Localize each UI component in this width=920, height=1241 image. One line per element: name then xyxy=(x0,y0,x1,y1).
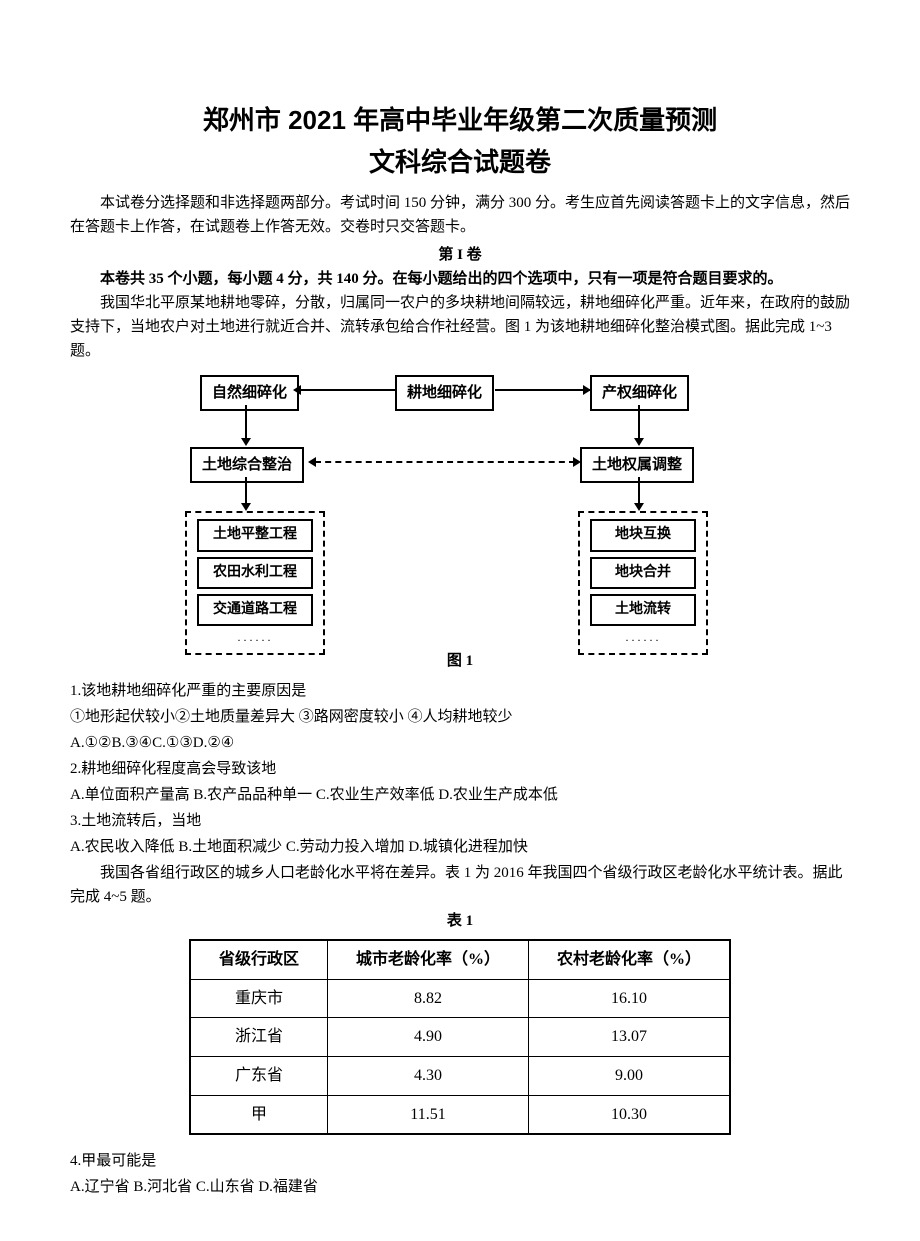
fc-group-left-item: 农田水利工程 xyxy=(197,557,313,589)
fc-arrowhead xyxy=(634,503,644,511)
table-row: 浙江省 4.90 13.07 xyxy=(190,1018,730,1057)
q3-options: A.农民收入降低 B.土地面积减少 C.劳动力投入增加 D.城镇化进程加快 xyxy=(70,835,850,859)
fc-arrowhead xyxy=(308,457,316,467)
table-cell: 8.82 xyxy=(327,979,528,1018)
table-1: 省级行政区 城市老龄化率（%） 农村老龄化率（%） 重庆市 8.82 16.10… xyxy=(70,939,850,1135)
table-cell: 4.90 xyxy=(327,1018,528,1057)
fc-edge xyxy=(638,405,640,440)
table-cell: 重庆市 xyxy=(190,979,328,1018)
fc-node-top-mid: 耕地细碎化 xyxy=(395,375,494,411)
q1-choices-line: ①地形起伏较小②土地质量差异大 ③路网密度较小 ④人均耕地较少 xyxy=(70,705,850,729)
page-title-sub: 文科综合试题卷 xyxy=(70,142,850,184)
passage-1: 我国华北平原某地耕地零碎，分散，归属同一农户的多块耕地间隔较远，耕地细碎化严重。… xyxy=(70,291,850,363)
fc-group-right-item: 地块互换 xyxy=(590,519,696,551)
q2-stem: 2.耕地细碎化程度高会导致该地 xyxy=(70,757,850,781)
q4-options: A.辽宁省 B.河北省 C.山东省 D.福建省 xyxy=(70,1175,850,1199)
table-cell: 16.10 xyxy=(529,979,731,1018)
fc-group-left: 土地平整工程 农田水利工程 交通道路工程 ······ xyxy=(185,511,325,654)
fc-arrowhead xyxy=(241,503,251,511)
q2-options: A.单位面积产量高 B.农产品品种单一 C.农业生产效率低 D.农业生产成本低 xyxy=(70,783,850,807)
fc-edge xyxy=(495,389,590,391)
figure-1: 自然细碎化 耕地细碎化 产权细碎化 土地综合整治 土地权属调整 土地平整工程 农… xyxy=(70,375,850,643)
flowchart: 自然细碎化 耕地细碎化 产权细碎化 土地综合整治 土地权属调整 土地平整工程 农… xyxy=(180,375,740,635)
fc-edge xyxy=(300,389,395,391)
q3-stem: 3.土地流转后，当地 xyxy=(70,809,850,833)
page-title-main: 郑州市 2021 年高中毕业年级第二次质量预测 xyxy=(70,100,850,142)
fc-edge xyxy=(245,405,247,440)
fc-arrowhead xyxy=(241,438,251,446)
section-heading: 第 I 卷 xyxy=(70,243,850,267)
table-cell: 11.51 xyxy=(327,1095,528,1134)
table-col-1: 城市老龄化率（%） xyxy=(327,940,528,979)
fc-node-top-left: 自然细碎化 xyxy=(200,375,299,411)
fc-arrowhead xyxy=(293,385,301,395)
fc-arrowhead xyxy=(583,385,591,395)
fc-edge xyxy=(245,477,247,505)
table-cell: 10.30 xyxy=(529,1095,731,1134)
passage-2: 我国各省组行政区的城乡人口老龄化水平将在差异。表 1 为 2016 年我国四个省… xyxy=(70,861,850,909)
aging-table: 省级行政区 城市老龄化率（%） 农村老龄化率（%） 重庆市 8.82 16.10… xyxy=(189,939,731,1135)
q1-stem: 1.该地耕地细碎化严重的主要原因是 xyxy=(70,679,850,703)
table-cell: 甲 xyxy=(190,1095,328,1134)
fc-arrowhead xyxy=(634,438,644,446)
table-header-row: 省级行政区 城市老龄化率（%） 农村老龄化率（%） xyxy=(190,940,730,979)
table-cell: 浙江省 xyxy=(190,1018,328,1057)
fc-group-right-item: 地块合并 xyxy=(590,557,696,589)
table-cell: 13.07 xyxy=(529,1018,731,1057)
table-row: 广东省 4.30 9.00 xyxy=(190,1056,730,1095)
table-cell: 9.00 xyxy=(529,1056,731,1095)
table-cell: 4.30 xyxy=(327,1056,528,1095)
q1-options: A.①②B.③④C.①③D.②④ xyxy=(70,731,850,755)
fc-group-left-item: 交通道路工程 xyxy=(197,594,313,626)
fc-dots: ······ xyxy=(197,631,313,650)
table-col-2: 农村老龄化率（%） xyxy=(529,940,731,979)
intro-paragraph: 本试卷分选择题和非选择题两部分。考试时间 150 分钟，满分 300 分。考生应… xyxy=(70,191,850,239)
fc-node-mid-right: 土地权属调整 xyxy=(580,447,694,483)
fc-node-mid-left: 土地综合整治 xyxy=(190,447,304,483)
instruction: 本卷共 35 个小题，每小题 4 分，共 140 分。在每小题给出的四个选项中，… xyxy=(70,267,850,291)
table-1-caption: 表 1 xyxy=(70,909,850,933)
fc-arrowhead xyxy=(573,457,581,467)
fc-dots: ······ xyxy=(590,631,696,650)
table-cell: 广东省 xyxy=(190,1056,328,1095)
fc-group-right-item: 土地流转 xyxy=(590,594,696,626)
q4-stem: 4.甲最可能是 xyxy=(70,1149,850,1173)
table-col-0: 省级行政区 xyxy=(190,940,328,979)
fc-group-left-item: 土地平整工程 xyxy=(197,519,313,551)
table-row: 甲 11.51 10.30 xyxy=(190,1095,730,1134)
fc-edge xyxy=(638,477,640,505)
table-row: 重庆市 8.82 16.10 xyxy=(190,979,730,1018)
fc-edge-dashed xyxy=(315,461,575,463)
fc-group-right: 地块互换 地块合并 土地流转 ······ xyxy=(578,511,708,654)
